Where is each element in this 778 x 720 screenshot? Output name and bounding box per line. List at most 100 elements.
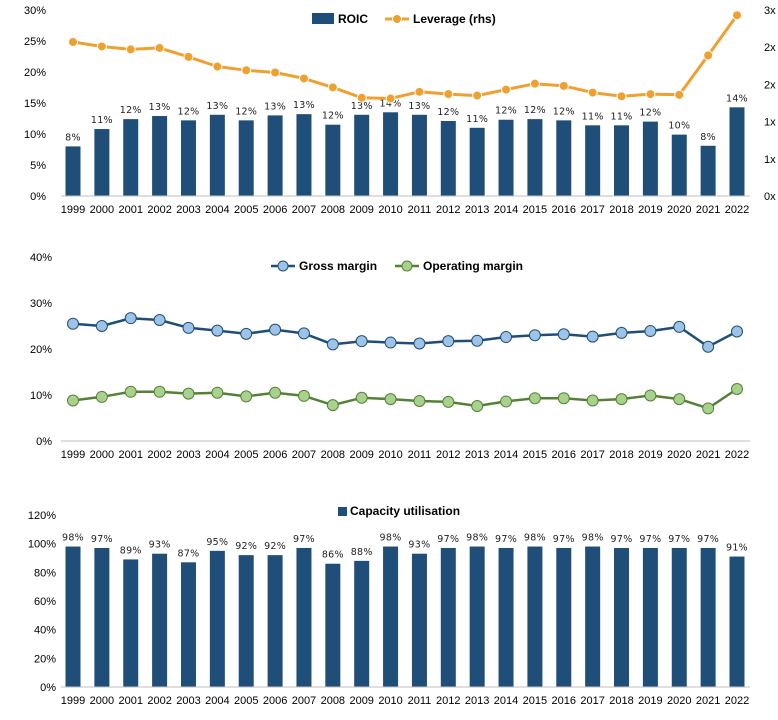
x-tick-label: 2022 <box>725 204 749 216</box>
legend-operating-label: Operating margin <box>423 259 523 273</box>
roic-bar <box>700 145 716 196</box>
roic-data-label: 12% <box>639 108 661 119</box>
y-tick-label: 0% <box>30 191 46 203</box>
x-tick-label: 2017 <box>580 449 604 461</box>
y-right-tick-label: 2x <box>764 42 776 54</box>
x-tick-label: 2010 <box>378 204 402 216</box>
x-tick-label: 2008 <box>321 695 345 707</box>
capacity-data-label: 98% <box>62 533 84 544</box>
capacity-data-label: 98% <box>582 533 604 544</box>
x-tick-label: 2022 <box>725 449 749 461</box>
roic-data-label: 14% <box>380 98 402 109</box>
leverage-line <box>72 14 739 100</box>
capacity-data-label: 98% <box>524 533 546 544</box>
y-tick-label: 40% <box>34 625 56 637</box>
x-tick-label: 2018 <box>609 695 633 707</box>
leverage-point <box>558 80 569 91</box>
gross-margin-point <box>211 324 224 337</box>
legend-gross-label: Gross margin <box>299 259 377 273</box>
y-tick-label: 20% <box>34 653 56 665</box>
x-tick-label: 2006 <box>263 449 287 461</box>
y-tick-label: 30% <box>24 5 46 17</box>
roic-data-label: 12% <box>120 105 142 116</box>
operating-margin-point <box>153 385 166 398</box>
x-tick-label: 2010 <box>378 449 402 461</box>
x-tick-label: 2007 <box>292 204 316 216</box>
y-tick-label: 100% <box>28 539 56 551</box>
gross-margin-point <box>615 326 628 339</box>
roic-bar <box>209 114 225 196</box>
operating-margin-point <box>586 394 599 407</box>
legend-leverage-label: Leverage (rhs) <box>413 12 496 26</box>
gross-margin-point <box>124 312 137 325</box>
gross-margin-point <box>500 331 513 344</box>
operating-margin-line <box>72 387 738 410</box>
leverage-point <box>183 51 194 62</box>
roic-bar <box>65 146 81 196</box>
operating-margin-point <box>355 391 368 404</box>
gross-margin-point <box>240 327 253 340</box>
capacity-bar <box>238 555 254 687</box>
roic-data-label: 13% <box>264 101 286 112</box>
capacity-bar <box>440 547 456 687</box>
operating-margin-point <box>67 394 79 407</box>
x-tick-label: 2012 <box>436 695 460 707</box>
leverage-point <box>472 90 483 101</box>
y-tick-label: 120% <box>28 510 56 522</box>
gross-margin-point <box>586 330 599 343</box>
x-tick-label: 2008 <box>321 449 345 461</box>
y-tick-label: 60% <box>34 596 56 608</box>
capacity-data-label: 92% <box>264 541 286 552</box>
capacity-bar <box>411 553 427 687</box>
y-tick-label: 0% <box>36 436 52 448</box>
capacity-data-label: 92% <box>235 541 257 552</box>
capacity-bar <box>296 547 312 687</box>
leverage-point <box>241 65 252 76</box>
gross-margin-point <box>297 327 310 340</box>
roic-bar <box>498 119 514 196</box>
x-tick-label: 2016 <box>552 204 576 216</box>
roic-data-label: 12% <box>177 106 199 117</box>
x-tick-label: 2006 <box>263 204 287 216</box>
y-tick-label: 20% <box>30 344 52 356</box>
leverage-point <box>587 87 598 98</box>
operating-margin-point <box>528 392 541 405</box>
operating-margin-point <box>615 393 628 406</box>
x-tick-label: 2009 <box>349 695 373 707</box>
capacity-data-label: 91% <box>726 543 748 554</box>
x-tick-label: 1999 <box>61 695 85 707</box>
x-tick-label: 2007 <box>292 449 316 461</box>
operating-margin-point <box>673 393 686 406</box>
y-tick-label: 30% <box>30 298 52 310</box>
gross-margin-point <box>731 325 743 338</box>
roic-data-label: 13% <box>408 101 430 112</box>
leverage-point <box>68 36 78 47</box>
x-tick-label: 2001 <box>118 695 142 707</box>
x-tick-label: 1999 <box>61 204 85 216</box>
capacity-bar <box>498 547 514 687</box>
roic-data-label: 12% <box>495 106 517 117</box>
legend-leverage-marker <box>392 14 402 24</box>
x-tick-label: 2014 <box>494 449 518 461</box>
gross-margin-point <box>384 336 397 349</box>
y-right-tick-label: 1x <box>764 154 776 166</box>
leverage-point <box>298 73 309 84</box>
y-tick-label: 10% <box>24 129 46 141</box>
y-tick-label: 20% <box>24 67 46 79</box>
leverage-point <box>212 61 223 72</box>
x-tick-label: 2005 <box>234 695 258 707</box>
gross-margin-point <box>413 337 426 350</box>
capacity-data-label: 97% <box>495 534 517 545</box>
capacity-bar <box>65 546 81 687</box>
capacity-data-label: 97% <box>91 534 113 545</box>
capacity-utilisation-chart: 0% 20% 40% 60% 80% 100% 120% 98% 97% 89% 93% 87% 95%… <box>28 504 750 707</box>
x-tick-label: 2007 <box>292 695 316 707</box>
capacity-bar <box>642 547 658 687</box>
operating-margin-point <box>557 392 570 405</box>
x-tick-label: 2013 <box>465 204 489 216</box>
x-tick-label: 2003 <box>176 449 200 461</box>
capacity-data-label: 97% <box>437 534 459 545</box>
legend-operating-marker <box>401 260 413 272</box>
operating-margin-point <box>326 399 339 412</box>
roic-data-label: 11% <box>582 111 604 122</box>
